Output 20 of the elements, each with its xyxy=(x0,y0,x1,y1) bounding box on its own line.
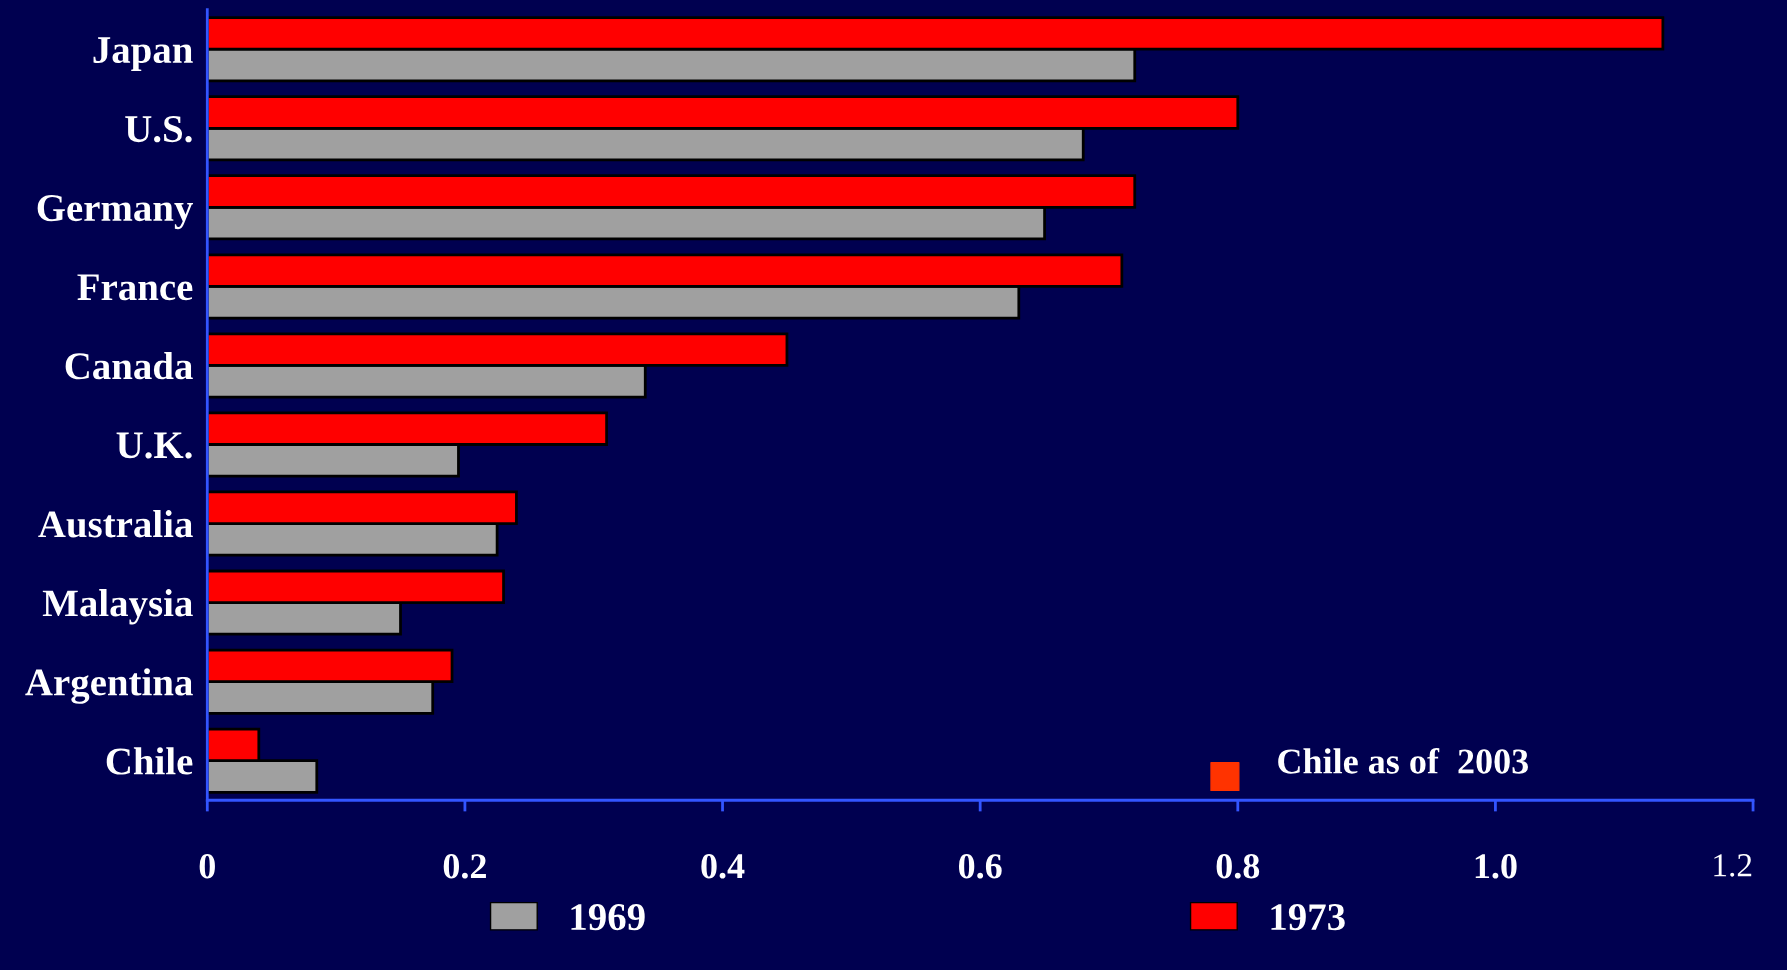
legend-label: 1973 xyxy=(1271,904,1345,931)
y-tick-label: Argentina xyxy=(25,668,193,704)
x-tick-label: 1.0 xyxy=(1475,854,1517,879)
y-tick-label: U.K. xyxy=(116,432,192,459)
x-tick-label: 0.4 xyxy=(701,854,745,879)
y-tick-label: Japan xyxy=(93,37,193,71)
x-tick-label: 0.6 xyxy=(958,854,1002,879)
y-tick-label: Chile xyxy=(106,747,193,775)
x-tick-label: 0.8 xyxy=(1216,854,1260,879)
y-tick-label: France xyxy=(77,274,193,301)
y-tick-label: Canada xyxy=(65,351,193,380)
x-tick-label: 1.2 xyxy=(1714,854,1752,877)
x-tick-label: 0.2 xyxy=(443,854,486,879)
series-label: Chile as of 2003 xyxy=(1278,747,1528,774)
y-tick-label: U.S. xyxy=(125,116,192,143)
x-tick-label: 0 xyxy=(199,854,215,879)
y-tick-label: Malaysia xyxy=(42,589,193,625)
legend-label: 1969 xyxy=(571,904,645,931)
y-tick-label: Germany xyxy=(37,195,194,230)
y-tick-label: Australia xyxy=(38,510,193,538)
